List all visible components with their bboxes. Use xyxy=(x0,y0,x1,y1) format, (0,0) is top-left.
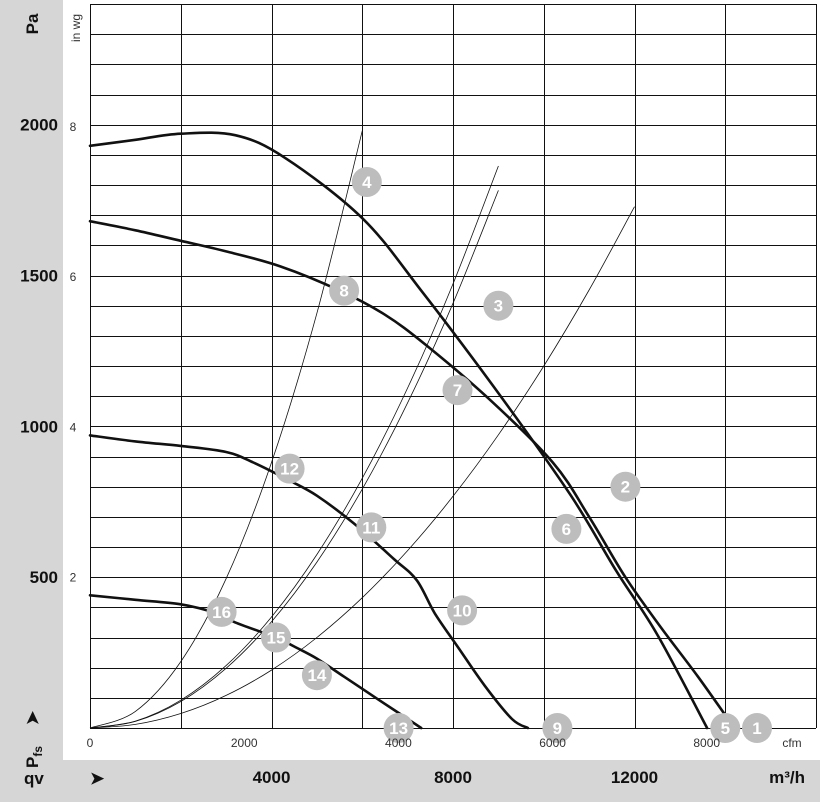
operating-point-label: 4 xyxy=(362,173,372,192)
operating-point-label: 16 xyxy=(212,603,231,622)
left-axis-band xyxy=(0,0,63,802)
pa-unit-label: Pa xyxy=(23,13,42,34)
operating-point-marker xyxy=(356,512,387,543)
operating-point-label: 8 xyxy=(339,282,348,301)
operating-point-label: 15 xyxy=(267,629,286,648)
m3h-tick-label: 4000 xyxy=(253,768,291,787)
inwg-tick-label: 2 xyxy=(70,571,77,585)
operating-point-marker xyxy=(329,275,360,306)
operating-point-marker xyxy=(710,713,741,743)
operating-point-marker xyxy=(483,290,514,321)
system-curve xyxy=(89,206,635,729)
inwg-tick-label: 8 xyxy=(70,120,77,134)
operating-point-marker xyxy=(551,513,582,544)
operating-point-marker xyxy=(261,622,291,653)
m3h-unit-label: m³/h xyxy=(769,768,805,787)
cfm-tick-label: 2000 xyxy=(231,736,258,750)
operating-point-label: 5 xyxy=(721,719,730,738)
cfm-tick-label: 6000 xyxy=(539,736,566,750)
y-axis-arrow-icon: ➤ xyxy=(23,710,42,725)
operating-point-marker xyxy=(447,595,478,626)
fan-curve xyxy=(88,131,709,730)
m3h-tick-label: 8000 xyxy=(434,768,472,787)
operating-point-label: 14 xyxy=(307,666,326,685)
qv-axis-label: qv xyxy=(24,769,44,788)
operating-point-label: 12 xyxy=(280,460,299,479)
fan-curve xyxy=(88,434,530,730)
inwg-tick-label: 4 xyxy=(70,420,77,434)
system-curves xyxy=(89,130,635,729)
pfs-sub: fs xyxy=(31,746,45,757)
operating-point-marker xyxy=(742,713,772,743)
cfm-tick-label: 8000 xyxy=(693,736,720,750)
operating-point-label: 7 xyxy=(453,381,462,400)
operating-point-label: 9 xyxy=(553,719,562,738)
pa-tick-label: 1000 xyxy=(20,417,58,436)
pa-tick-label: 500 xyxy=(30,568,58,587)
grid xyxy=(90,4,817,729)
operating-point-marker xyxy=(274,453,305,484)
m3h-tick-label: 12000 xyxy=(611,768,658,787)
pa-tick-label: 2000 xyxy=(20,116,58,135)
cfm-tick-label: 4000 xyxy=(385,736,412,750)
operating-point-marker xyxy=(351,167,382,197)
inwg-unit-label: in wg xyxy=(69,14,83,42)
fan-curve xyxy=(88,219,736,730)
bottom-axis-band xyxy=(0,760,820,802)
pa-tick-label: 1500 xyxy=(20,267,58,286)
system-curve xyxy=(89,130,363,729)
cfm-unit-label: cfm xyxy=(782,736,801,750)
system-curve xyxy=(89,165,499,729)
operating-point-marker xyxy=(206,596,237,627)
operating-point-label: 13 xyxy=(389,719,408,738)
operating-point-marker xyxy=(383,713,414,743)
x-axis-arrow-icon: ➤ xyxy=(90,769,105,788)
pfs-main: P xyxy=(23,757,42,768)
operating-point-label: 10 xyxy=(453,601,472,620)
operating-point-label: 2 xyxy=(621,478,630,497)
pfs-axis-label: Pfs xyxy=(23,746,45,768)
operating-point-marker xyxy=(301,660,332,691)
operating-point-label: 6 xyxy=(562,520,571,539)
operating-point-marker xyxy=(542,713,573,743)
operating-point-marker xyxy=(442,375,473,406)
operating-point-label: 11 xyxy=(362,518,380,537)
operating-point-label: 1 xyxy=(752,719,761,738)
operating-point-label: 3 xyxy=(494,297,503,316)
system-curve xyxy=(89,190,499,729)
operating-point-marker xyxy=(610,471,641,502)
inwg-tick-label: 6 xyxy=(70,270,77,284)
cfm-tick-label: 0 xyxy=(87,736,94,750)
